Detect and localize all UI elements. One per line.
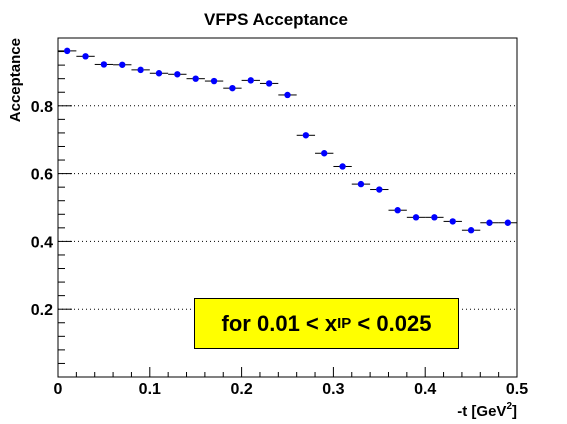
- x-axis-label-main: -t [GeV: [457, 403, 506, 420]
- y-tick-label: 0.4: [31, 234, 53, 251]
- data-point: [412, 214, 420, 221]
- range-label-suffix: < 0.025: [351, 310, 432, 336]
- acceptance-range-label: for 0.01 < x IP < 0.025: [194, 298, 459, 349]
- x-tick-label: 0.1: [139, 381, 161, 398]
- y-tick-label: 0.6: [31, 167, 53, 184]
- data-point: [100, 61, 108, 68]
- data-point: [174, 71, 181, 78]
- data-point: [119, 61, 126, 68]
- x-axis-label-sup: 2: [506, 401, 512, 412]
- data-point: [302, 132, 310, 139]
- data-point: [467, 227, 475, 234]
- x-tick-label: 0.5: [506, 381, 528, 398]
- grid-lines: [58, 105, 517, 310]
- x-tick-label: 0.2: [230, 381, 252, 398]
- x-axis-label: -t [GeV2]: [457, 401, 517, 420]
- data-point: [265, 80, 273, 87]
- data-point: [210, 77, 218, 85]
- y-tick-label: 0.8: [31, 99, 53, 116]
- chart-title: VFPS Acceptance: [204, 10, 348, 29]
- data-point: [321, 150, 328, 157]
- y-tick-label: 0.2: [31, 302, 53, 319]
- tick-labels: 0.2 0.4 0.6 0.8 0 0.1 0.2 0.3 0.4 0.5: [31, 99, 528, 398]
- data-point: [63, 47, 71, 55]
- data-points: [63, 47, 512, 234]
- plot-frame: [57, 37, 518, 378]
- data-point: [504, 219, 512, 226]
- data-point: [339, 163, 346, 170]
- x-tick-label: 0.3: [322, 381, 344, 398]
- range-label-subscript: IP: [337, 315, 352, 332]
- data-point: [431, 214, 438, 221]
- x-tick-label: 0.4: [414, 381, 436, 398]
- data-point: [449, 218, 456, 225]
- data-point: [284, 91, 291, 99]
- data-point: [394, 207, 401, 214]
- data-point: [137, 66, 144, 74]
- data-point: [486, 219, 493, 226]
- y-axis-label: Acceptance: [7, 38, 24, 122]
- data-point: [155, 70, 163, 77]
- error-bars: [58, 50, 517, 231]
- data-point: [357, 180, 365, 188]
- data-point: [247, 77, 254, 84]
- x-tick-label: 0: [54, 381, 63, 398]
- x-axis-label-close: ]: [512, 403, 517, 420]
- data-point: [82, 53, 89, 60]
- axis-ticks: [57, 37, 518, 378]
- range-label-prefix: for 0.01 < x: [221, 310, 338, 336]
- data-point: [229, 84, 236, 92]
- data-point: [376, 186, 383, 193]
- data-point: [192, 75, 199, 82]
